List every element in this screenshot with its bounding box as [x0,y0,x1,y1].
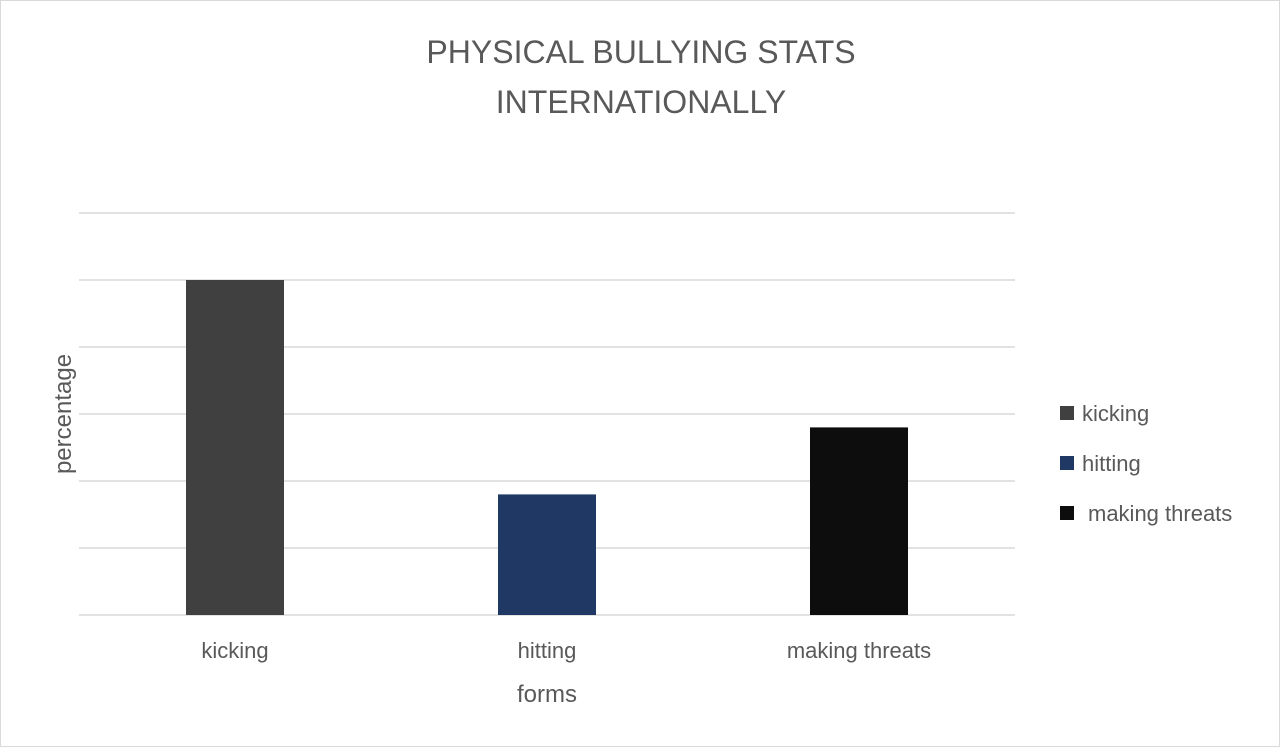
bars [186,280,908,615]
x-tick-label: hitting [518,638,577,663]
legend: kicking hitting making threats [1060,401,1232,526]
legend-swatch-making-threats [1060,506,1074,520]
bar-kicking [186,280,284,615]
chart-title-line-1: PHYSICAL BULLYING STATS [426,34,855,70]
x-tick-label: kicking [201,638,268,663]
y-axis-title: percentage [50,354,77,474]
x-tick-labels: kicking hitting making threats [201,638,931,663]
bar-making-threats [810,427,908,615]
legend-swatch-kicking [1060,406,1074,420]
x-tick-label: making threats [787,638,931,663]
legend-swatch-hitting [1060,456,1074,470]
chart-title-line-2: INTERNATIONALLY [496,84,786,120]
legend-label: kicking [1082,401,1149,426]
legend-label: making threats [1088,501,1232,526]
bar-hitting [498,494,596,615]
legend-label: hitting [1082,451,1141,476]
x-axis-title: forms [517,681,577,708]
